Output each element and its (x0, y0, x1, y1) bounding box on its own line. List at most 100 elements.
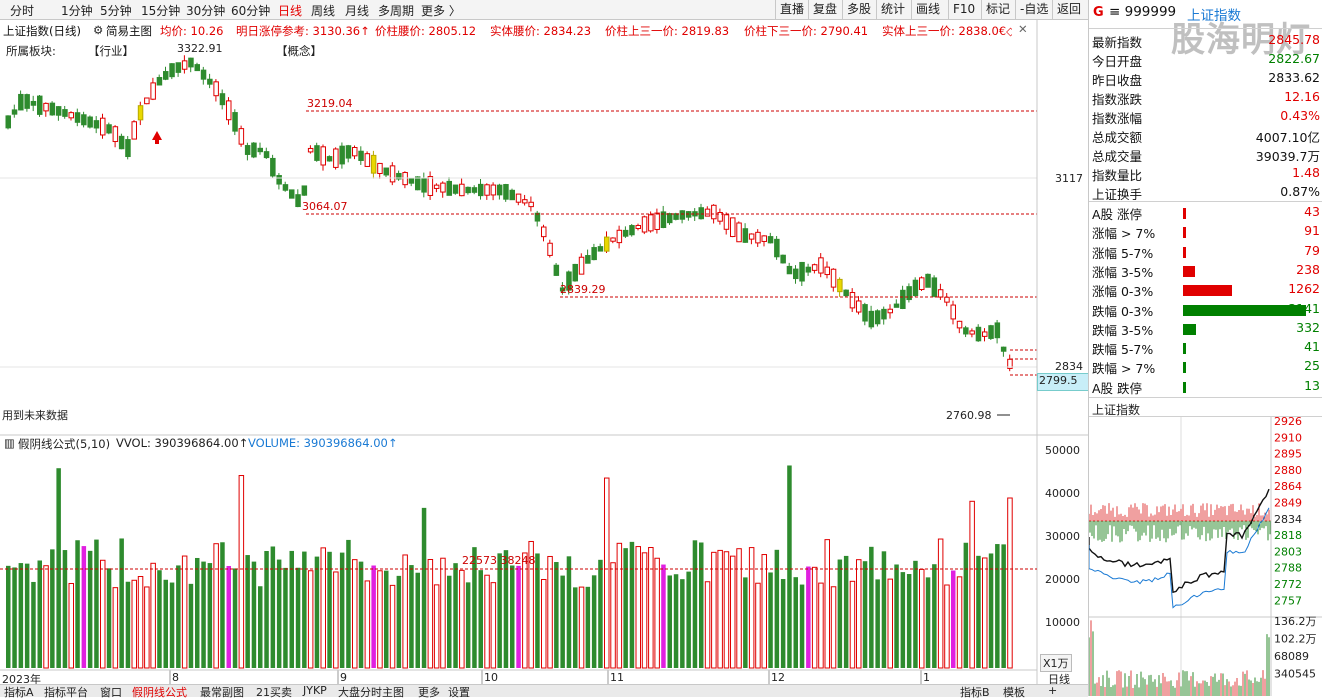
candle (509, 188, 515, 201)
tab-common-sub[interactable]: 最常副图 (200, 686, 244, 699)
volume-bar (717, 549, 723, 669)
limit-up-ref: 明日涨停参考: 3130.36↑ (236, 24, 370, 38)
candle (314, 142, 320, 162)
volume-bar (409, 565, 414, 668)
gear-icon[interactable]: ⚙ (93, 23, 104, 37)
tab-indicator-a[interactable]: 指标A (4, 686, 34, 699)
mark-button[interactable]: 标记 (981, 0, 1014, 19)
label-3219: 3219.04 (307, 97, 353, 110)
distribution-row: 涨幅 0-3% 1262 (1089, 280, 1322, 299)
tab-weekly[interactable]: 周线 (311, 4, 336, 18)
volume-bar (100, 559, 106, 669)
chart-mode-label[interactable]: 简易主图 (106, 24, 152, 38)
tab-multi-period[interactable]: 多周期 (378, 4, 415, 18)
volume-bar (944, 584, 950, 669)
draw-line-button[interactable]: 画线 (911, 0, 944, 19)
stat-label: 总成交量 (1092, 149, 1143, 164)
vol-formula-name[interactable]: 假阴线公式(5,10) (18, 437, 111, 451)
close-icon[interactable]: ✕ (1018, 22, 1028, 36)
tab-window[interactable]: 窗口 (100, 686, 122, 699)
distribution-value: 91 (1304, 223, 1320, 239)
distribution-label: 跌幅 3-5% (1092, 322, 1154, 338)
kline-chart[interactable] (0, 0, 1088, 684)
tab-daily[interactable]: 日线 (278, 4, 303, 18)
stat-row: 上证换手 0.87% (1089, 183, 1322, 202)
volume-bar (169, 582, 175, 668)
candle (169, 63, 175, 80)
distribution-label: 涨幅 5-7% (1092, 245, 1154, 261)
f10-button[interactable]: F10 (948, 0, 979, 19)
add-tab-button[interactable]: + (1048, 684, 1058, 697)
volume-bar (610, 562, 616, 669)
tab-indicator-platform[interactable]: 指标平台 (44, 686, 88, 699)
volume-bar (87, 550, 93, 668)
tab-30min[interactable]: 30分钟 (186, 4, 226, 18)
candle (742, 223, 749, 243)
stat-row: 最新指数 2845.78 (1089, 31, 1322, 50)
volume-bar (56, 468, 61, 668)
tab-more[interactable]: 更多 〉 (421, 4, 461, 18)
tab-template[interactable]: 模板 (1003, 686, 1025, 699)
tab-indicator-b[interactable]: 指标B (960, 686, 990, 699)
industry-link[interactable]: 【行业】 (88, 44, 134, 58)
stat-label: 最新指数 (1092, 35, 1143, 50)
volume-bar (459, 569, 465, 669)
tab-5min[interactable]: 5分钟 (100, 4, 132, 18)
mini-price-tick: 2834 (1274, 513, 1302, 526)
candle (377, 162, 383, 179)
tab-fenshi[interactable]: 分时 (10, 4, 35, 18)
candle (698, 203, 704, 220)
tab-settings[interactable]: 设置 (448, 686, 470, 699)
volume-bar (503, 550, 509, 668)
replay-button[interactable]: 复盘 (808, 0, 841, 19)
distribution-bar (1183, 285, 1233, 297)
tab-monthly[interactable]: 月线 (345, 4, 370, 18)
distribution-bar (1183, 208, 1186, 219)
volume-bar (352, 559, 358, 669)
volume-bar (50, 549, 55, 668)
tab-market-main[interactable]: 大盘分时主图 (338, 686, 404, 699)
candle (610, 237, 616, 244)
tab-60min[interactable]: 60分钟 (231, 4, 271, 18)
candle (30, 95, 37, 112)
live-button[interactable]: 直播 (775, 0, 808, 19)
volume-bar (837, 559, 843, 668)
sector-label: 所属板块: (6, 44, 56, 58)
tab-15min[interactable]: 15分钟 (141, 4, 181, 18)
candle (534, 210, 541, 227)
date-jan: 1 (923, 671, 930, 684)
candle (345, 144, 352, 163)
tab-fake-yin[interactable]: 假阴线公式 (132, 686, 187, 699)
volume-bar (982, 557, 988, 669)
tab-21-trade[interactable]: 21买卖 (256, 686, 292, 699)
tab-1min[interactable]: 1分钟 (61, 4, 93, 18)
volume-bar (6, 565, 11, 668)
volume-bar (484, 574, 490, 669)
candle (427, 171, 434, 200)
candle (459, 178, 465, 197)
candle (761, 235, 767, 247)
future-data-note: 用到未来数据 (2, 409, 68, 422)
stat-value: 2845.78 (1268, 32, 1320, 47)
volume-bar (787, 465, 792, 668)
watchlist-button[interactable]: -自选 (1015, 0, 1052, 19)
tab-more-indicators[interactable]: 更多 (418, 686, 440, 699)
back-button[interactable]: 返回 (1052, 0, 1085, 19)
stat-value: 39039.7万 (1255, 149, 1320, 164)
volume-bar (585, 586, 591, 668)
volume-bar (988, 553, 994, 668)
candle (805, 263, 812, 276)
candle (912, 277, 919, 297)
volume-bar (748, 547, 755, 669)
stats-button[interactable]: 统计 (876, 0, 909, 19)
concept-link[interactable]: 【概念】 (276, 44, 322, 58)
volume-bar (629, 541, 635, 668)
tab-jykp[interactable]: JYKP (303, 684, 327, 697)
distribution-value: 13 (1304, 377, 1320, 393)
candle (755, 229, 761, 247)
multi-stock-button[interactable]: 多股 (842, 0, 875, 19)
intraday-mini-chart[interactable]: 2926 2910 2895 2880 2864 2849 2834 2818 2803 2788… (1089, 417, 1322, 696)
volume-bar (195, 557, 200, 668)
candle (950, 300, 956, 325)
distribution-bar (1183, 323, 1197, 335)
